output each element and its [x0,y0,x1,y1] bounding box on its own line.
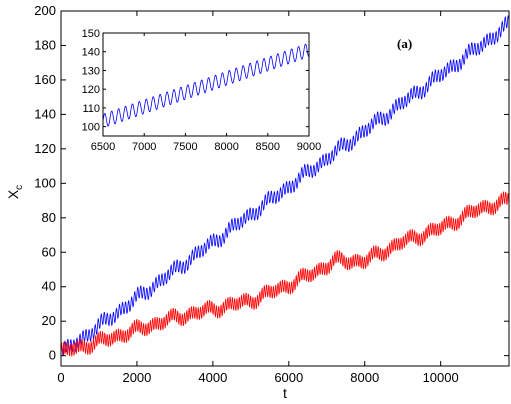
main-x-tick-label: 8000 [350,370,379,385]
inset-x-tick-label: 7000 [132,141,156,153]
inset-series-layer [102,43,309,127]
main-y-tick-label: 120 [34,141,56,156]
main-y-tick-label: 40 [42,279,56,294]
inset-chart: 6500 7000 7500 8000 8500 9000 100 110 120 130 140 1… [82,28,322,153]
y-axis-label: Xc [5,185,25,199]
main-y-tick-label: 180 [34,37,56,52]
panel-label: (a) [397,36,412,51]
inset-x-tick-label: 9000 [297,141,321,153]
main-x-tick-label: 0 [57,370,64,385]
inset-y-tick-label: 110 [82,103,100,115]
main-y-tick-label: 160 [34,72,56,87]
main-y-tick-label: 80 [42,210,56,225]
x-axis-label-text: t [283,385,287,401]
main-axes: 0 2000 4000 6000 8000 10000 0 20 40 60 80 100 120 140… [34,3,510,385]
main-y-tick-label: 60 [42,244,56,259]
main-y-tick-label: 200 [34,3,56,18]
inset-series-1-line [102,43,309,127]
main-y-tick-label: 140 [34,106,56,121]
inset-axes: 6500 7000 7500 8000 8500 9000 100 110 120 130 140 1… [82,28,322,153]
y-axis-label-text: Xc [5,185,25,199]
inset-y-tick-label: 150 [82,28,100,40]
main-y-tick-label: 0 [49,348,56,363]
main-plot-frame [60,10,510,367]
inset-x-tick-label: 7500 [173,141,197,153]
x-axis-label: t [283,385,287,401]
main-x-tick-label: 4000 [198,370,227,385]
inset-x-tick-label: 8500 [256,141,280,153]
y-axis-label-main: X [5,189,21,199]
main-series-layer [60,15,510,357]
main-series-2-line [60,191,510,357]
inset-plot-frame [102,32,310,137]
inset-y-tick-label: 120 [82,84,100,96]
inset-y-tick-label: 140 [82,47,100,59]
inset-x-tick-label: 6500 [91,141,115,153]
inset-background [103,33,309,136]
main-x-tick-label: 2000 [122,370,151,385]
inset-y-tick-label: 130 [82,65,100,77]
inset-x-tick-label: 8000 [214,141,238,153]
y-axis-label-subscript: c [14,185,25,190]
main-series-1-line [60,15,510,357]
main-x-tick-label: 6000 [274,370,303,385]
main-x-tick-label: 10000 [423,370,459,385]
main-y-tick-label: 20 [42,313,56,328]
main-y-tick-label: 100 [34,175,56,190]
inset-y-tick-label: 100 [82,122,100,134]
